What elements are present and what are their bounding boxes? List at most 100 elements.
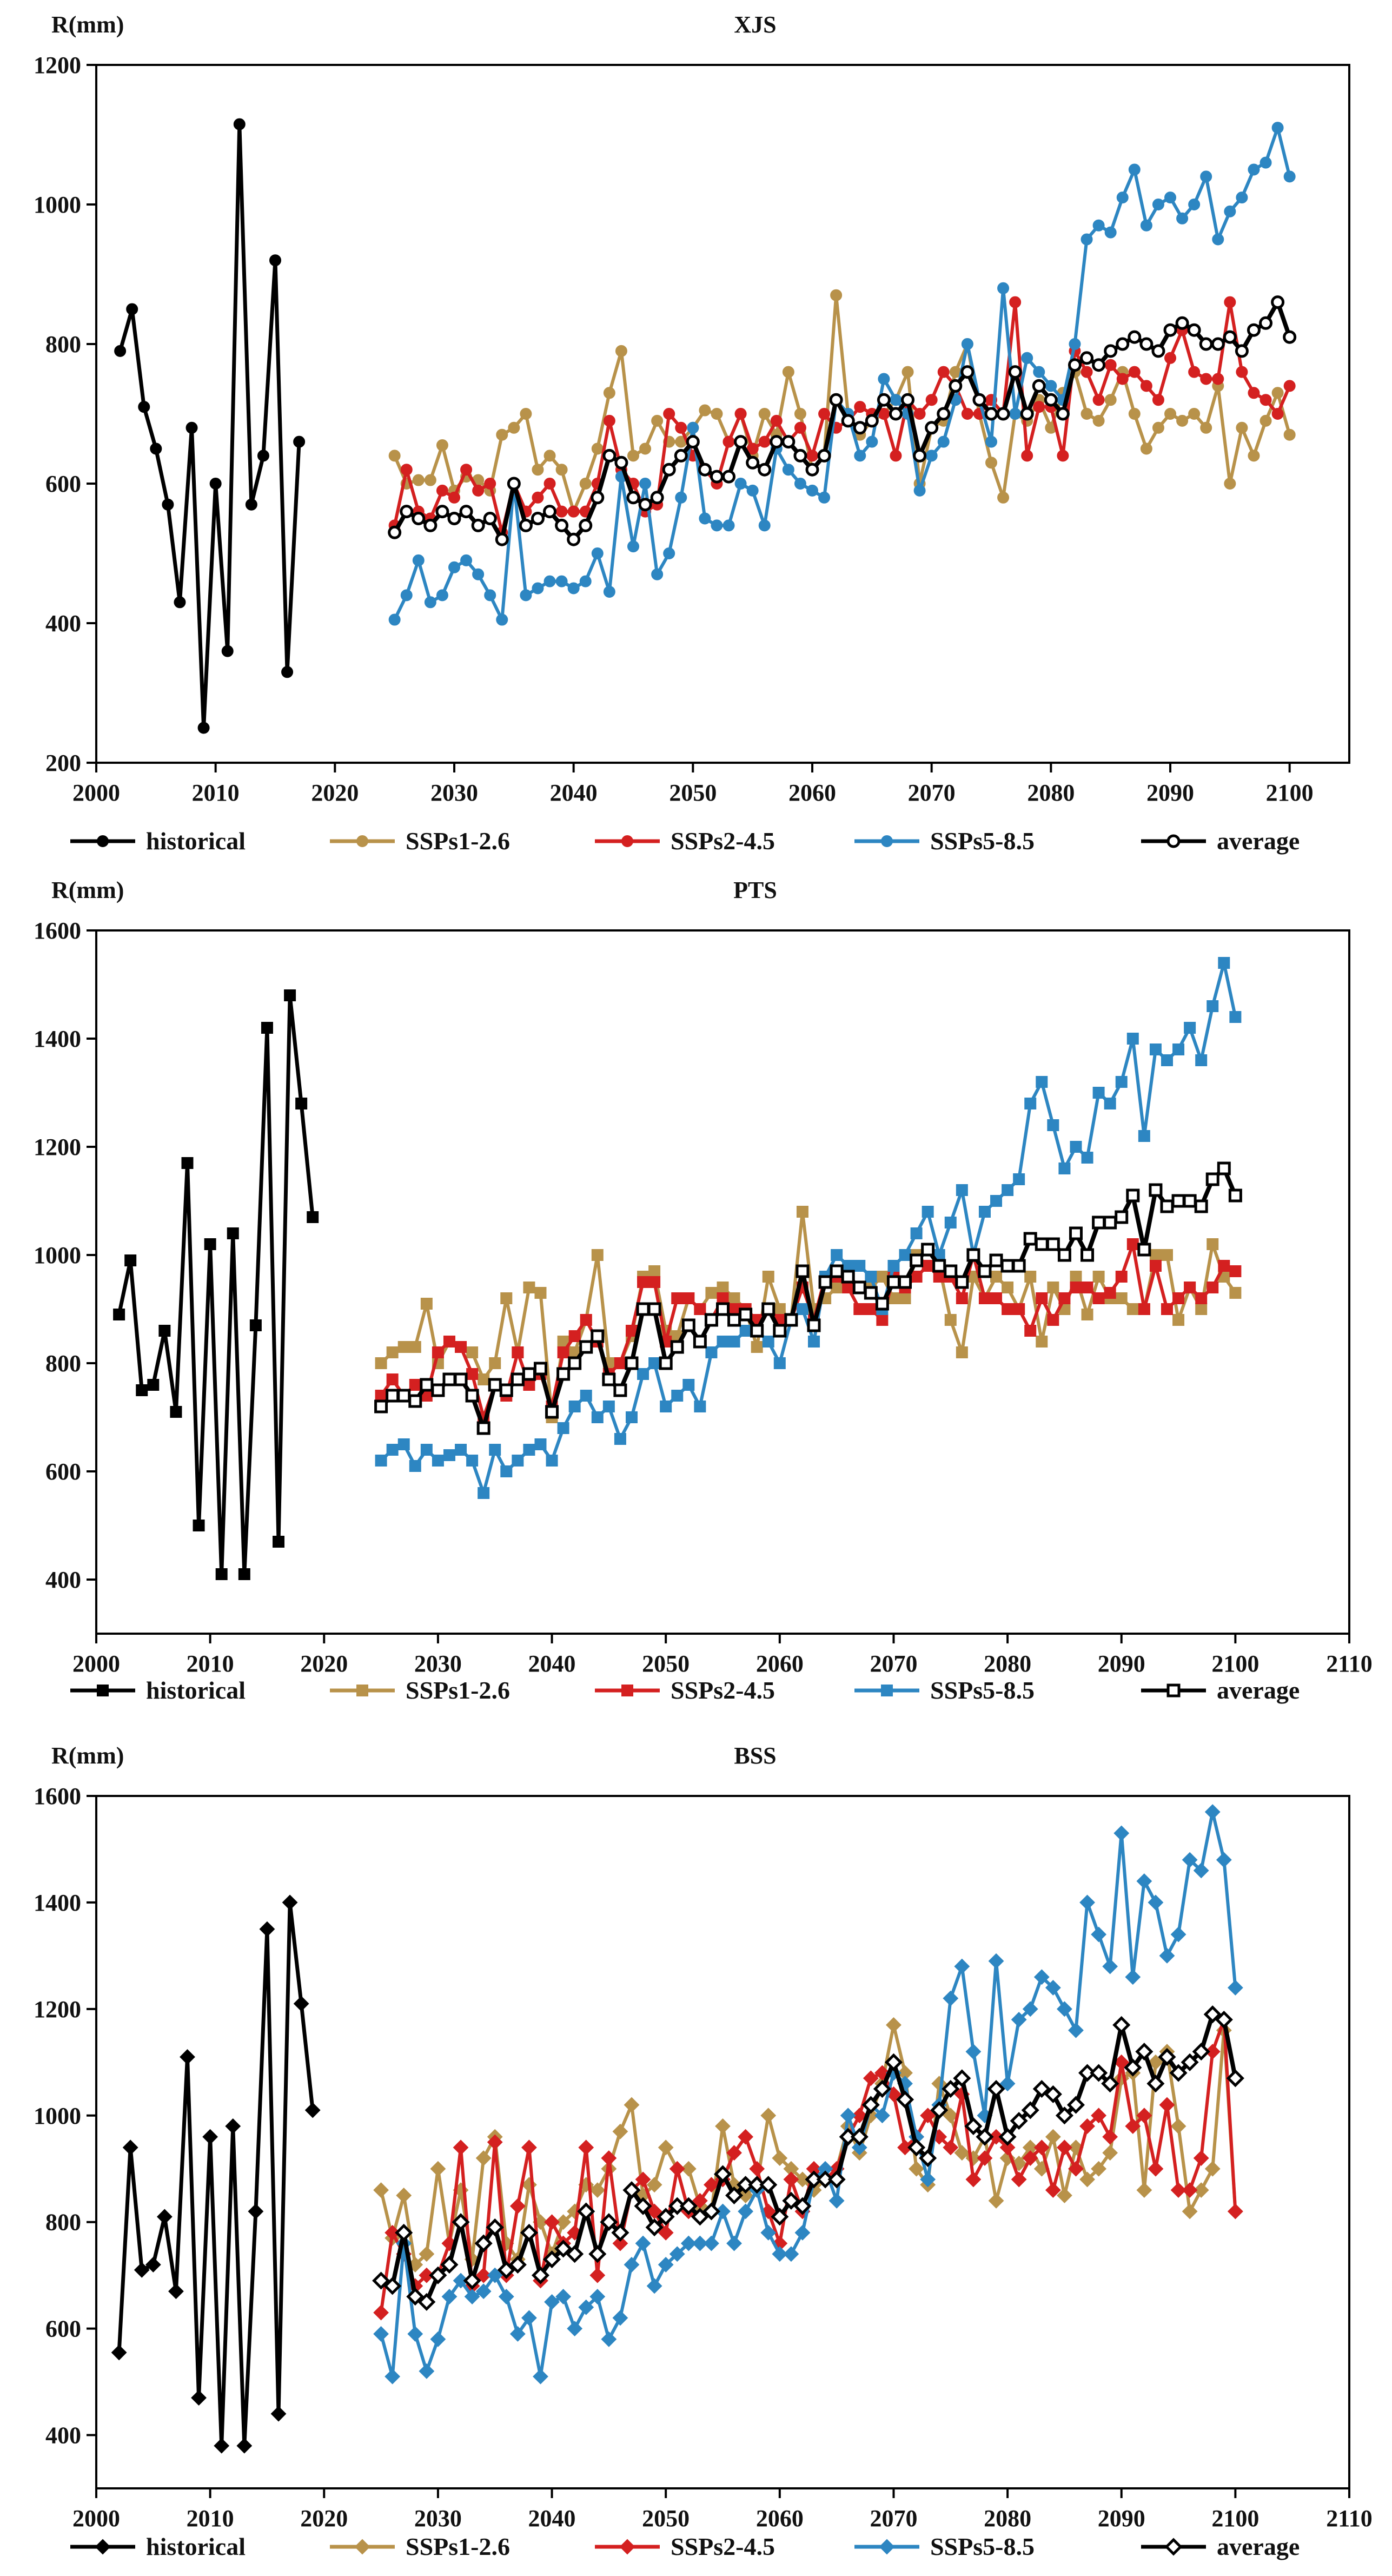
ssp585-point — [1159, 1947, 1175, 1964]
ssp585-point — [1070, 1141, 1082, 1153]
ssp245-point — [1218, 1260, 1230, 1272]
ssp245-point — [472, 484, 485, 497]
ssp126-point — [591, 442, 604, 455]
y-tick-label: 1600 — [34, 1783, 81, 1809]
ssp245-point — [1172, 1292, 1185, 1304]
ssp245-point — [521, 2139, 537, 2156]
average-point — [1235, 344, 1249, 358]
ssp126-point — [985, 457, 997, 469]
average-point — [1103, 1216, 1117, 1230]
ssp585-point — [999, 2076, 1016, 2092]
ssp585-point — [441, 2289, 458, 2304]
average-point — [877, 393, 891, 407]
ssp126-point — [412, 474, 425, 486]
ssp245-point — [409, 1379, 421, 1391]
ssp585-point — [1227, 1980, 1243, 1996]
average-point — [1169, 2064, 1188, 2082]
x-tick-label: 2000 — [72, 1650, 120, 1677]
average-point — [1151, 344, 1165, 358]
ssp245-point — [910, 1271, 923, 1283]
ssp126-point — [762, 1271, 774, 1283]
average-point — [984, 407, 998, 421]
ssp126-point — [1283, 428, 1296, 441]
ssp245-point — [1140, 380, 1152, 392]
ssp245-point — [635, 2171, 651, 2188]
average-point — [1032, 2080, 1051, 2098]
ssp126-point — [831, 1282, 843, 1293]
historical-point — [284, 989, 296, 1001]
ssp245-point — [466, 1368, 479, 1380]
ssp585-point — [419, 2363, 435, 2379]
x-tick-label: 2060 — [756, 1650, 804, 1677]
ssp585-point — [466, 1455, 479, 1467]
ssp126-point — [680, 2161, 697, 2177]
legend-swatch-marker — [619, 2539, 635, 2555]
ssp585-point — [1204, 1804, 1221, 1820]
ssp126-point — [1140, 442, 1152, 455]
ssp585-point — [878, 373, 890, 385]
ssp245-point — [728, 1303, 740, 1315]
average-point — [805, 463, 819, 477]
ssp126-point — [1081, 1309, 1093, 1320]
average-point — [781, 435, 796, 449]
average-point — [1090, 2064, 1108, 2082]
average-point — [966, 1248, 980, 1262]
historical-line — [118, 122, 301, 730]
average-point — [861, 2096, 880, 2114]
ssp585-point — [874, 2108, 890, 2124]
historical-point — [197, 722, 210, 734]
average-point — [739, 1307, 753, 1322]
ssp245-point — [1013, 1303, 1025, 1315]
ssp585-point — [568, 1401, 581, 1412]
ssp245-point — [1204, 2044, 1221, 2060]
ssp585-point — [407, 2326, 423, 2342]
average-point — [944, 1264, 958, 1278]
ssp245-point — [1009, 296, 1022, 308]
x-tick-label: 2110 — [1326, 1650, 1373, 1677]
ssp245-point — [999, 2139, 1016, 2156]
average-point — [886, 1275, 900, 1289]
ssp585-point — [567, 2321, 583, 2337]
average-point — [852, 1280, 866, 1294]
ssp585-point — [671, 1390, 684, 1402]
ssp245-point — [1115, 1271, 1128, 1283]
ssp585-point — [772, 2246, 788, 2262]
average-point — [1228, 1188, 1242, 1203]
ssp585-point — [1182, 1852, 1198, 1868]
ssp126-point — [728, 1292, 740, 1304]
average-point — [495, 532, 509, 546]
ssp585-point — [624, 2257, 640, 2273]
average-point — [435, 505, 449, 519]
ssp245-point — [722, 435, 735, 448]
ssp245-point — [567, 505, 580, 518]
ssp585-point — [453, 2273, 469, 2289]
ssp585-point — [956, 1184, 968, 1196]
ssp126-point — [1036, 1336, 1048, 1348]
ssp585-point — [734, 478, 747, 490]
average-point — [657, 2208, 675, 2226]
average-point — [459, 505, 473, 519]
ssp585-point — [546, 1455, 558, 1467]
historical-point — [227, 1227, 239, 1239]
x-tick-label: 2090 — [1098, 2505, 1145, 2532]
ssp245-point — [758, 435, 771, 448]
historical-point — [282, 1894, 298, 1911]
average-point — [889, 407, 903, 421]
ssp126-point — [1002, 1282, 1014, 1293]
ssp585-point — [578, 2299, 594, 2315]
average-point — [554, 2240, 573, 2258]
historical-point — [259, 1921, 275, 1937]
ssp585-point — [997, 282, 1010, 294]
ssp585-point — [758, 519, 771, 532]
x-tick-label: 2080 — [984, 2505, 1031, 2532]
ssp126-point — [794, 408, 806, 420]
x-tick-label: 2030 — [414, 2505, 462, 2532]
average-point — [1192, 2043, 1210, 2061]
average-point — [1259, 316, 1273, 330]
ssp126-point — [997, 491, 1010, 504]
ssp585-point — [1104, 226, 1117, 239]
average-point — [907, 2138, 926, 2157]
series-historical — [114, 118, 306, 734]
chart-pts: PTS R(mm) 400 600 800 1000 1200 1400 1600 2000 201… — [34, 877, 1373, 1704]
legend-item-average: average — [1217, 1676, 1300, 1704]
